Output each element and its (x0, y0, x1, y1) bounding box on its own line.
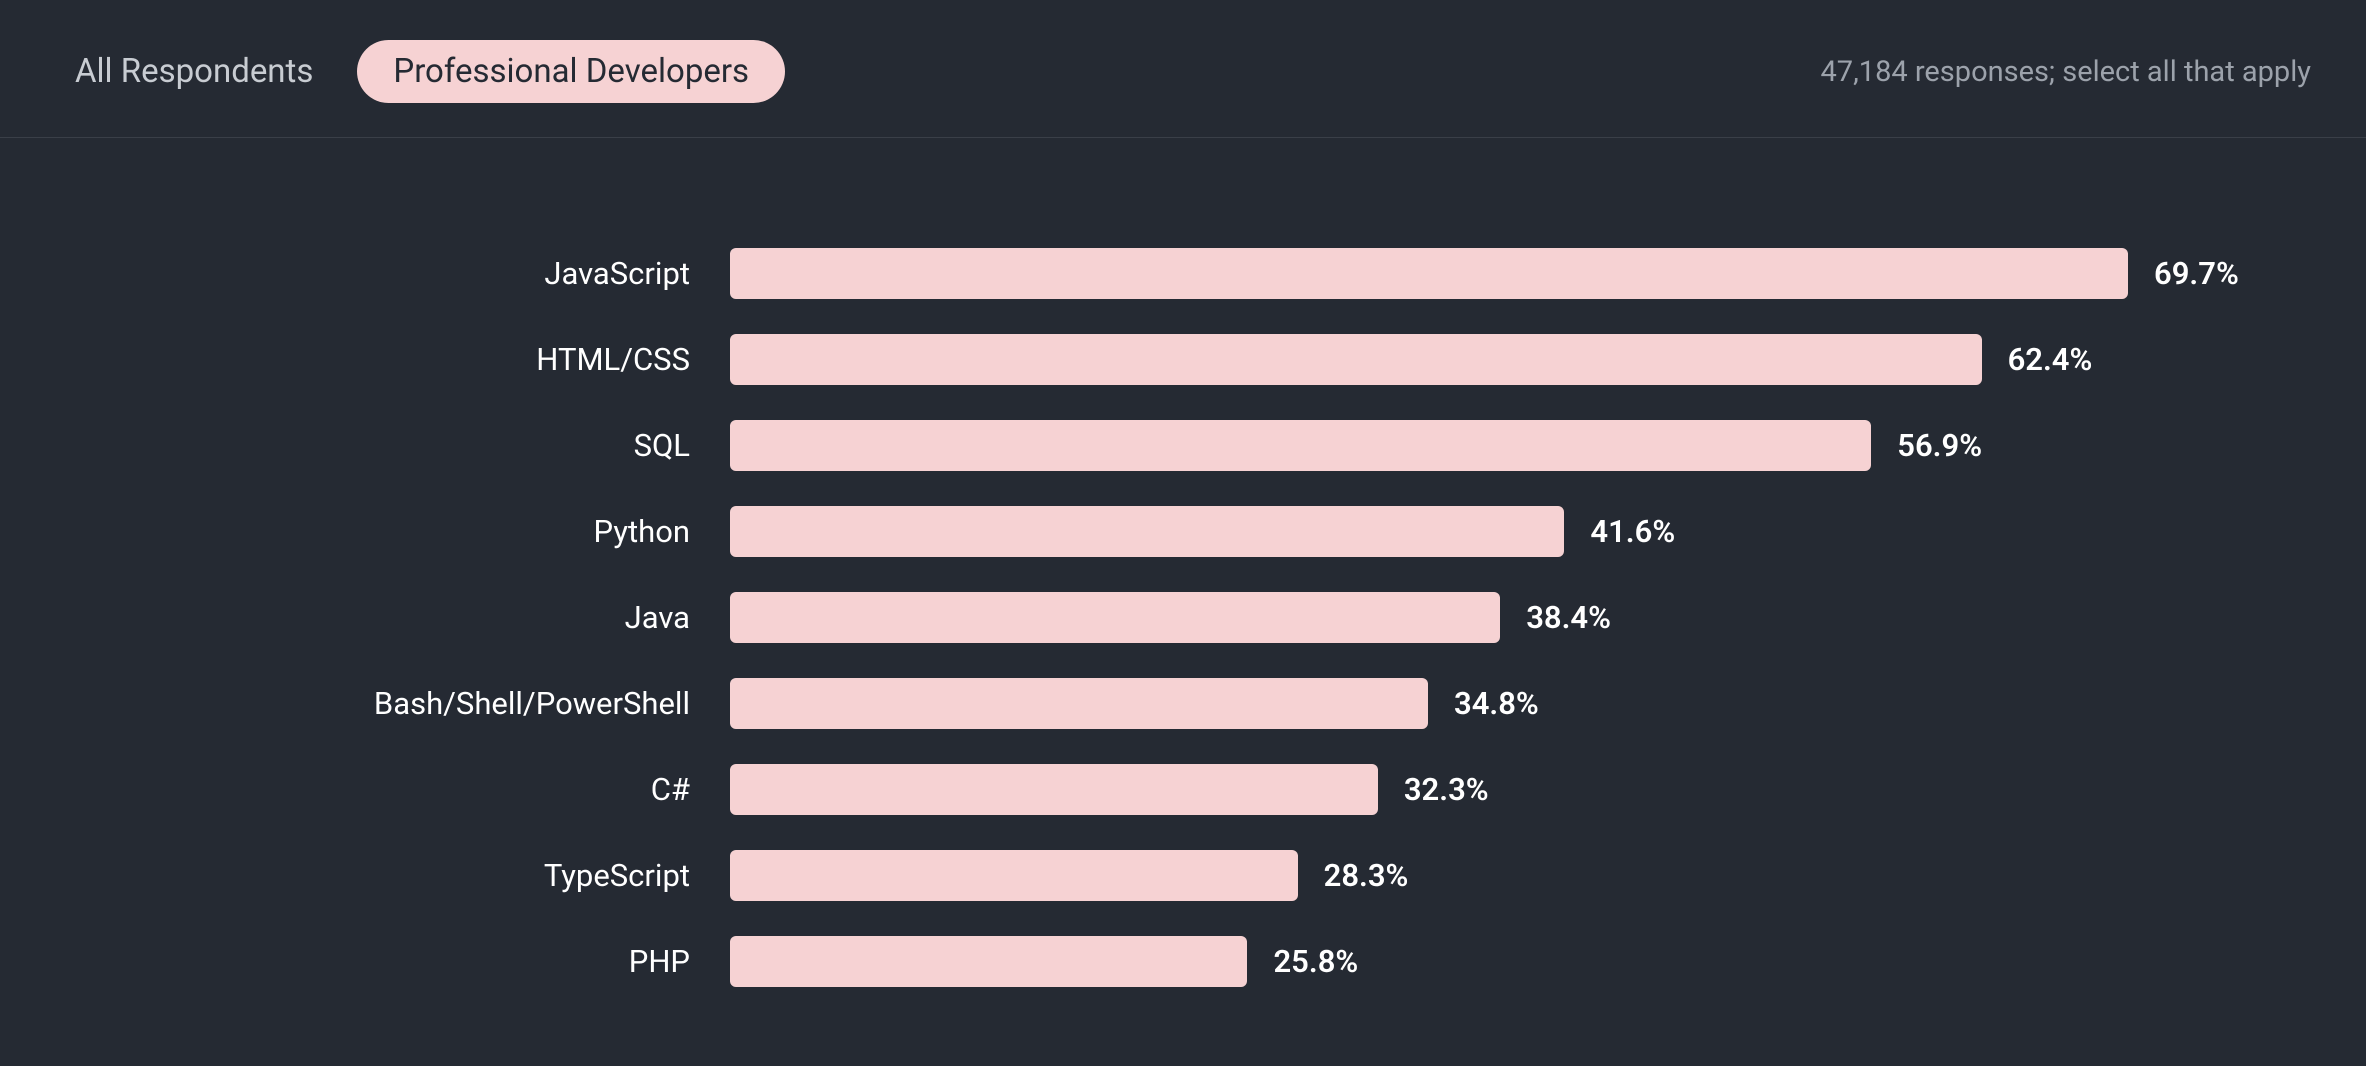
bar-row: HTML/CSS 62.4% (40, 334, 2326, 385)
bar-label: Java (40, 599, 730, 636)
bar-value: 28.3% (1298, 857, 1409, 894)
bar-value: 56.9% (1871, 427, 1982, 464)
bar-fill[interactable] (730, 334, 1982, 385)
bar-fill[interactable] (730, 592, 1500, 643)
bar-row: JavaScript 69.7% (40, 248, 2326, 299)
bar-fill[interactable] (730, 764, 1378, 815)
header-bar: All Respondents Professional Developers … (0, 0, 2366, 138)
bar-chart: JavaScript 69.7% HTML/CSS 62.4% SQL 56.9% Pyth… (0, 138, 2366, 987)
bar-fill[interactable] (730, 678, 1428, 729)
tab-all-respondents[interactable]: All Respondents (75, 52, 313, 91)
bar-label: JavaScript (40, 255, 730, 292)
bar-label: C# (40, 771, 730, 808)
bar-row: SQL 56.9% (40, 420, 2326, 471)
bar-value: 69.7% (2128, 255, 2239, 292)
bar-label: HTML/CSS (40, 341, 730, 378)
bar-fill[interactable] (730, 248, 2128, 299)
bar-value: 25.8% (1247, 943, 1358, 980)
bar-value: 41.6% (1564, 513, 1675, 550)
bar-label: PHP (40, 943, 730, 980)
bar-row: C# 32.3% (40, 764, 2326, 815)
bar-row: Python 41.6% (40, 506, 2326, 557)
bar-value: 32.3% (1378, 771, 1489, 808)
bar-row: Java 38.4% (40, 592, 2326, 643)
bar-fill[interactable] (730, 850, 1298, 901)
tab-group: All Respondents Professional Developers (25, 40, 785, 103)
bar-label: TypeScript (40, 857, 730, 894)
bar-value: 38.4% (1500, 599, 1611, 636)
bar-value: 62.4% (1982, 341, 2093, 378)
bar-fill[interactable] (730, 936, 1247, 987)
bar-fill[interactable] (730, 420, 1871, 471)
response-count-subtitle: 47,184 responses; select all that apply (1820, 55, 2341, 89)
bar-row: PHP 25.8% (40, 936, 2326, 987)
bar-row: Bash/Shell/PowerShell 34.8% (40, 678, 2326, 729)
bar-row: TypeScript 28.3% (40, 850, 2326, 901)
bar-fill[interactable] (730, 506, 1564, 557)
bar-label: Bash/Shell/PowerShell (40, 685, 730, 722)
bar-value: 34.8% (1428, 685, 1539, 722)
bar-label: SQL (40, 427, 730, 464)
tab-professional-developers[interactable]: Professional Developers (357, 40, 785, 103)
bar-label: Python (40, 513, 730, 550)
